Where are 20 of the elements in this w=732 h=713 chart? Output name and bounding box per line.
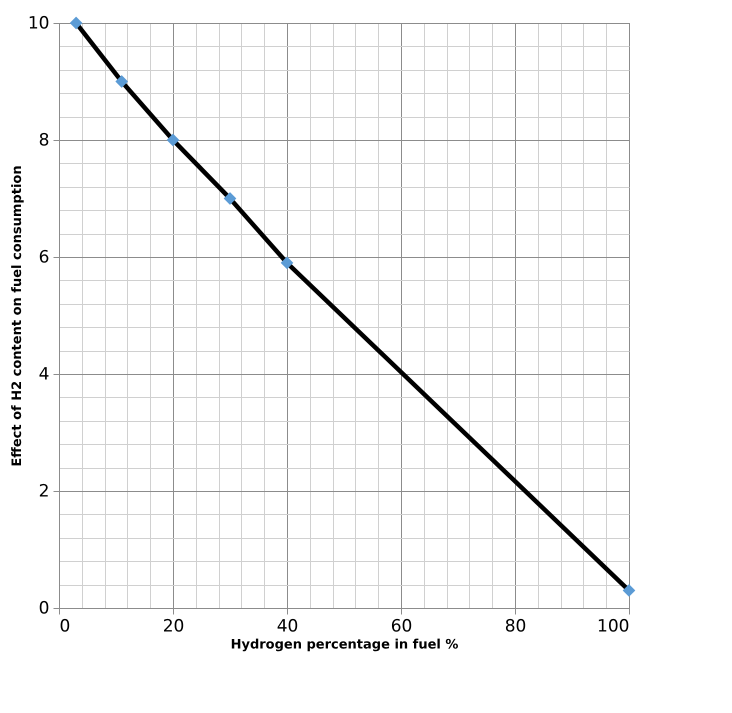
y-tick-label: 2 — [38, 482, 50, 502]
y-tick-label: 0 — [38, 598, 50, 618]
x-tick-label: 40 — [276, 616, 298, 636]
x-tick-label: 80 — [504, 616, 526, 636]
point — [115, 75, 128, 88]
y-tick-label: 10 — [28, 14, 50, 34]
y-axis-title: Effect of H2 content on fuel consumption — [10, 165, 25, 467]
point — [622, 584, 636, 597]
y-tick-label: 8 — [38, 130, 50, 150]
x-tick-label: 100 — [597, 616, 630, 636]
x-axis-title: Hydrogen percentage in fuel % — [230, 638, 458, 652]
y-tick-label: 4 — [38, 364, 50, 384]
y-tick-label: 6 — [38, 248, 50, 268]
x-tick-label: 60 — [390, 616, 412, 636]
point — [280, 256, 294, 270]
point — [166, 134, 180, 146]
x-tick-label: 20 — [162, 616, 184, 636]
x-tick-label: 0 — [60, 616, 70, 636]
point — [224, 192, 236, 205]
point — [70, 16, 82, 30]
